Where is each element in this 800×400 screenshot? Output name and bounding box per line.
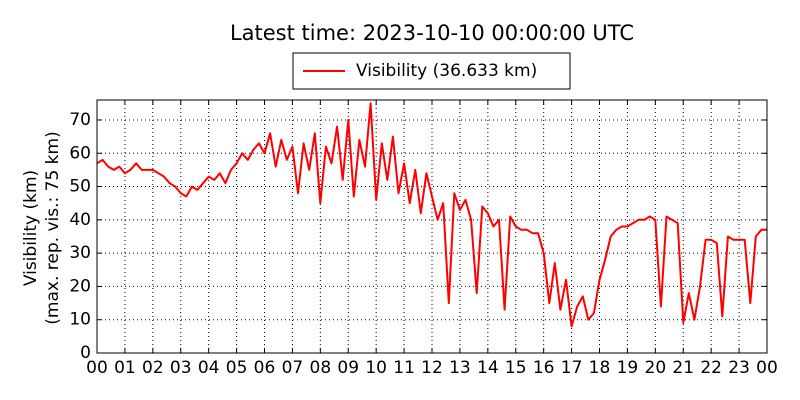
- data-line: [96, 102, 767, 328]
- x-tick-label: 20: [645, 358, 667, 378]
- x-tick-label: 16: [533, 358, 555, 378]
- legend-label: Visibility (36.633 km): [356, 61, 537, 81]
- x-tick-label: 13: [449, 358, 471, 378]
- x-tick-label: 10: [365, 358, 387, 378]
- x-tick-label: 23: [728, 358, 750, 378]
- y-tick-label: 20: [69, 276, 91, 296]
- y-tick-label: 0: [80, 343, 91, 363]
- y-tick-label: 70: [69, 110, 91, 130]
- x-tick-label: 19: [617, 358, 639, 378]
- y-tick-label: 60: [69, 143, 91, 163]
- x-tick-label: 11: [393, 358, 415, 378]
- y-tick-label: 30: [69, 243, 91, 263]
- y-axis-label: (max. rep. vis.: 75 km): [43, 131, 63, 324]
- x-tick-label: 02: [142, 358, 164, 378]
- x-tick-label: 22: [700, 358, 722, 378]
- x-tick-label: 00: [756, 358, 778, 378]
- chart-title: Latest time: 2023-10-10 00:00:00 UTC: [230, 21, 634, 45]
- plot-frame: [96, 99, 768, 354]
- y-tick-label: 50: [69, 177, 91, 197]
- x-tick-label: 06: [254, 358, 276, 378]
- x-tick-label: 21: [672, 358, 694, 378]
- x-tick-label: 00: [86, 358, 108, 378]
- x-tick-label: 12: [421, 358, 443, 378]
- x-tick-label: 04: [198, 358, 220, 378]
- y-tick-label: 10: [69, 310, 91, 330]
- x-tick-label: 03: [170, 358, 192, 378]
- x-tick-label: 17: [561, 358, 583, 378]
- x-tick-label: 05: [226, 358, 248, 378]
- x-tick-label: 15: [505, 358, 527, 378]
- x-tick-label: 14: [477, 358, 499, 378]
- x-tick-label: 08: [310, 358, 332, 378]
- y-tick-label: 40: [69, 210, 91, 230]
- x-tick-label: 09: [337, 358, 359, 378]
- x-tick-label: 07: [282, 358, 304, 378]
- x-tick-label: 18: [589, 358, 611, 378]
- x-tick-label: 01: [114, 358, 136, 378]
- y-axis-label: Visibility (km): [21, 170, 41, 286]
